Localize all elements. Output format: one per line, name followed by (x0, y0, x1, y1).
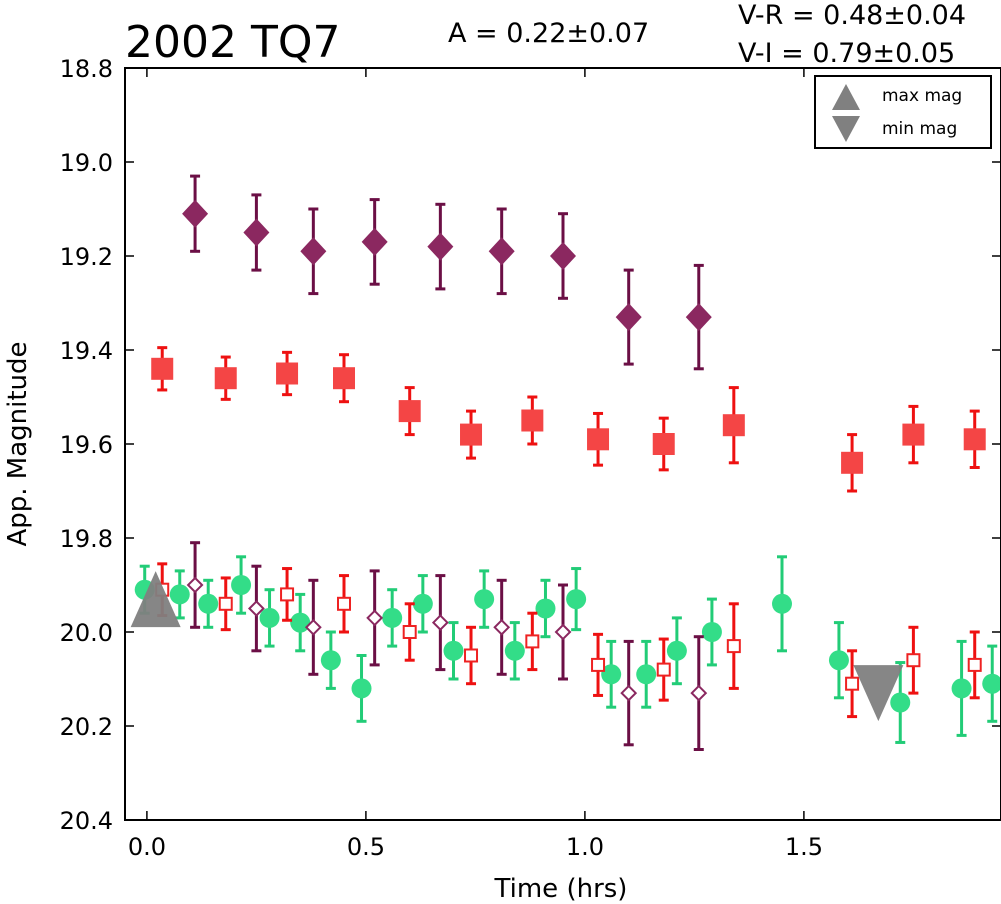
data-point-diamond (361, 227, 388, 256)
data-point-circle (231, 575, 252, 595)
x-tick-label: 1.0 (566, 833, 604, 861)
data-point-square (402, 625, 417, 639)
y-tick-label: 19.8 (60, 525, 113, 553)
plot-frame (124, 67, 1001, 821)
data-point-diamond (550, 242, 576, 270)
data-point-diamond (304, 618, 322, 636)
data-point-square (591, 657, 606, 672)
data-point-square (337, 596, 351, 611)
data-point-diamond (182, 199, 209, 228)
data-point-square (525, 634, 540, 649)
data-point-square (726, 639, 741, 654)
data-point-square (963, 428, 986, 451)
data-point-circle (198, 593, 219, 614)
x-tick-label: 0.0 (128, 833, 166, 861)
y-tick-label: 19.0 (60, 149, 113, 177)
data-point-circle (636, 664, 657, 685)
data-point-square (276, 362, 299, 385)
data-point-diamond (243, 218, 270, 247)
x-tick-label: 1.5 (785, 833, 823, 861)
data-point-circle (601, 664, 622, 685)
data-point-circle (890, 692, 911, 713)
data-point-square (652, 433, 675, 455)
extrema-marks (130, 571, 904, 722)
data-point-square (214, 367, 237, 390)
data-point-diamond (685, 303, 712, 332)
y-tick-label: 20.4 (60, 807, 113, 835)
data-point-square (967, 657, 982, 672)
data-point-circle (290, 612, 311, 633)
data-point-circle (951, 678, 972, 699)
data-point-circle (504, 640, 525, 661)
x-tick-label: 0.5 (347, 833, 385, 861)
data-point-square (333, 367, 355, 390)
data-point-square (587, 428, 610, 451)
plot-marks (134, 174, 1001, 751)
max-mag-triangle (130, 571, 181, 628)
legend-min-mag-label: min mag (882, 119, 957, 139)
data-point-circle (474, 589, 495, 610)
data-point-square (521, 409, 544, 432)
data-point-circle (828, 650, 849, 671)
y-tick-label: 19.4 (60, 337, 113, 365)
y-tick-label: 20.2 (60, 713, 113, 741)
data-point-circle (169, 584, 190, 605)
v-r-annotation: V-R = 0.48±0.04 (738, 0, 966, 31)
data-point-square (464, 648, 479, 663)
data-point-square (151, 357, 174, 380)
data-point-square (902, 423, 925, 446)
axis-ticks: 18.8 19.0 19.2 19.4 19.6 19.8 20.0 20.2 20.4 0.0 0… (60, 55, 1001, 861)
data-point-circle (351, 678, 372, 699)
legend-max-mag-label: max mag (882, 86, 962, 106)
data-point-circle (772, 593, 792, 614)
min-mag-triangle (853, 665, 904, 722)
y-tick-label: 19.6 (60, 431, 113, 459)
legend-max-mag-triangle-icon (832, 84, 860, 110)
data-point-circle (982, 673, 1001, 694)
data-point-square (656, 662, 671, 677)
data-point-circle (382, 607, 403, 628)
data-point-square (460, 423, 483, 446)
data-point-square (906, 653, 921, 668)
data-point-diamond (247, 600, 265, 617)
data-point-diamond (431, 614, 449, 632)
data-point-circle (701, 622, 722, 642)
data-point-circle (259, 607, 280, 628)
data-point-square (722, 414, 745, 437)
data-point-square (398, 400, 421, 423)
y-tick-label: 18.8 (60, 55, 113, 83)
data-point-square (218, 596, 233, 611)
data-point-diamond (300, 237, 327, 266)
data-point-square (280, 587, 295, 602)
data-point-diamond (620, 684, 638, 702)
data-point-diamond (615, 303, 642, 332)
y-axis-label: App. Magnitude (3, 341, 33, 546)
chart-title: 2002 TQ7 (125, 17, 340, 68)
y-tick-label: 19.2 (60, 243, 113, 271)
data-point-square (845, 676, 860, 691)
data-point-circle (412, 593, 433, 614)
data-point-diamond (366, 609, 384, 627)
data-point-diamond (488, 237, 515, 266)
data-point-circle (535, 598, 556, 619)
data-point-diamond (186, 576, 204, 594)
data-point-circle (666, 640, 687, 661)
data-point-diamond (427, 232, 454, 261)
x-axis-label: Time (hrs) (494, 874, 628, 904)
data-point-square (841, 451, 864, 474)
legend: max mag min mag (814, 75, 992, 149)
data-point-diamond (493, 618, 511, 636)
v-i-annotation: V-I = 0.79±0.05 (738, 38, 955, 69)
data-point-circle (320, 650, 341, 671)
data-point-diamond (690, 684, 708, 702)
y-tick-label: 20.0 (60, 619, 113, 647)
data-point-diamond (554, 623, 572, 641)
data-point-circle (566, 589, 587, 610)
data-point-circle (443, 640, 464, 661)
legend-min-mag-triangle-icon (832, 116, 860, 142)
amplitude-annotation: A = 0.22±0.07 (448, 18, 649, 49)
